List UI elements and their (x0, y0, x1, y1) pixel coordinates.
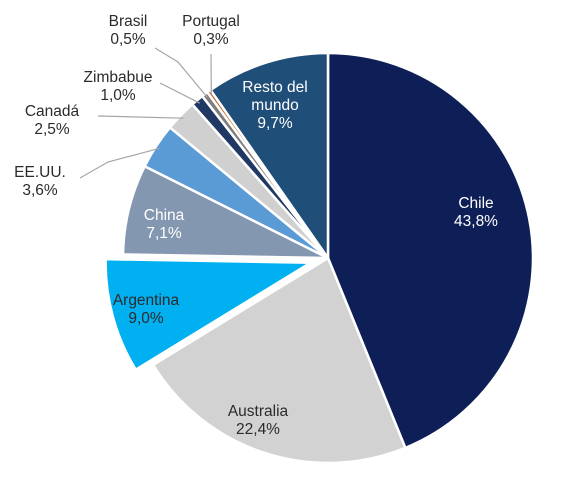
category-label-ee-uu: EE.UU. (14, 164, 66, 181)
value-label-argentina: 9,0% (128, 310, 164, 327)
value-label-resto-del-mundo: 9,7% (257, 115, 293, 132)
value-label-brasil: 0,5% (110, 31, 146, 48)
category-label-canada: Canadá (25, 103, 80, 120)
value-label-chile: 43,8% (454, 213, 498, 230)
category-label-chile: Chile (458, 195, 493, 212)
value-label-australia: 22,4% (236, 421, 280, 438)
slice-resto-del-mundo (209, 51, 330, 260)
category-label-resto-del-mundo: Resto del (242, 79, 307, 96)
leader-line-brasil (154, 47, 208, 98)
leader-line-zimbabue (159, 82, 201, 104)
value-label-zimbabue: 1,0% (100, 87, 136, 104)
leader-line-ee-uu (79, 147, 160, 179)
category-label-china: China (144, 207, 185, 224)
value-label-portugal: 0,3% (193, 31, 229, 48)
category-label-zimbabue: Zimbabue (84, 69, 153, 86)
category-label-australia: Australia (228, 403, 289, 420)
value-label-china: 7,1% (146, 225, 182, 242)
value-label-ee-uu: 3,6% (22, 182, 58, 199)
slice-australia (151, 256, 407, 465)
slice-chile (326, 51, 535, 450)
slices-layer (104, 51, 535, 465)
leader-line-canada (97, 115, 184, 119)
value-label-canada: 2,5% (34, 121, 70, 138)
category-label-brasil: Brasil (109, 13, 148, 30)
leader-lines-layer (79, 47, 212, 179)
category-label-portugal: Portugal (182, 13, 240, 30)
category-label-argentina: Argentina (113, 292, 180, 309)
slice-argentina (104, 257, 312, 371)
category-label-resto-del-mundo: mundo (251, 97, 298, 114)
